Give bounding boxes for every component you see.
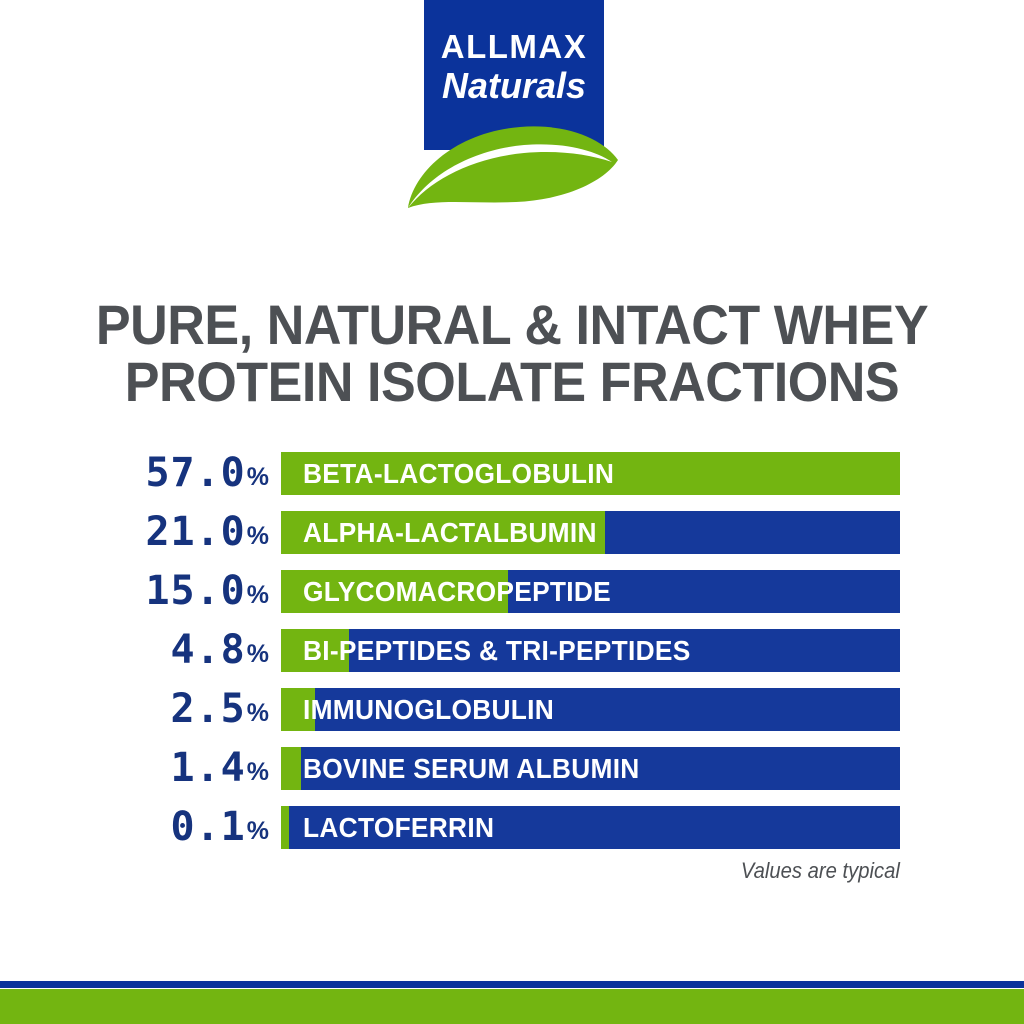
bar-label: LACTOFERRIN <box>303 812 495 843</box>
chart-footnote: Values are typical <box>740 858 900 883</box>
bar-track: ALPHA-LACTALBUMIN <box>281 511 900 554</box>
bar-label: BETA-LACTOGLOBULIN <box>303 458 615 489</box>
percent-digits: 21.0 <box>145 509 246 555</box>
row-percent-value: 1.4% <box>40 745 269 791</box>
chart-row: 2.5% IMMUNOGLOBULIN <box>0 688 1024 746</box>
row-percent-value: 0.1% <box>40 804 269 850</box>
bar-track: BI-PEPTIDES & TRI-PEPTIDES <box>281 629 900 672</box>
percent-digits: 1.4 <box>170 745 246 791</box>
leaf-icon <box>398 118 626 210</box>
fractions-bar-chart: 57.0% BETA-LACTOGLOBULIN 21.0% ALPHA-LAC… <box>0 452 1024 865</box>
page-title: PURE, NATURAL & INTACT WHEY PROTEIN ISOL… <box>95 292 929 414</box>
percent-sign: % <box>246 581 269 609</box>
bar-label: BI-PEPTIDES & TRI-PEPTIDES <box>303 635 691 666</box>
bar-track: BOVINE SERUM ALBUMIN <box>281 747 900 790</box>
chart-row: 0.1% LACTOFERRIN <box>0 806 1024 864</box>
bar-fill <box>281 688 316 731</box>
chart-row: 1.4% BOVINE SERUM ALBUMIN <box>0 747 1024 805</box>
bar-track: GLYCOMACROPEPTIDE <box>281 570 900 613</box>
bar-fill <box>281 806 290 849</box>
percent-digits: 57.0 <box>145 450 246 496</box>
bar-label: IMMUNOGLOBULIN <box>303 694 555 725</box>
row-percent-value: 15.0% <box>40 568 269 614</box>
percent-sign: % <box>246 817 269 845</box>
bar-label: GLYCOMACROPEPTIDE <box>303 576 612 607</box>
percent-digits: 2.5 <box>170 686 246 732</box>
row-percent-value: 2.5% <box>40 686 269 732</box>
row-percent-value: 4.8% <box>40 627 269 673</box>
chart-row: 57.0% BETA-LACTOGLOBULIN <box>0 452 1024 510</box>
percent-sign: % <box>246 640 269 668</box>
bar-fill <box>281 747 301 790</box>
bar-label: BOVINE SERUM ALBUMIN <box>303 753 640 784</box>
brand-sub-wordmark: Naturals <box>441 65 587 106</box>
row-percent-value: 21.0% <box>40 509 269 555</box>
bar-fill <box>281 452 900 495</box>
percent-digits: 15.0 <box>145 568 246 614</box>
percent-digits: 4.8 <box>170 627 246 673</box>
footer-blue-stripe <box>0 981 1024 988</box>
percent-digits: 0.1 <box>170 804 246 850</box>
row-percent-value: 57.0% <box>40 450 269 496</box>
bar-fill <box>281 511 605 554</box>
bar-track: LACTOFERRIN <box>281 806 900 849</box>
bar-track: BETA-LACTOGLOBULIN <box>281 452 900 495</box>
bar-fill <box>281 629 350 672</box>
brand-wordmark: ALLMAX <box>440 28 588 65</box>
percent-sign: % <box>246 758 269 786</box>
bar-label: ALPHA-LACTALBUMIN <box>303 517 597 548</box>
footer-green-band <box>0 989 1024 1024</box>
bar-track: IMMUNOGLOBULIN <box>281 688 900 731</box>
chart-row: 4.8% BI-PEPTIDES & TRI-PEPTIDES <box>0 629 1024 687</box>
percent-sign: % <box>246 463 269 491</box>
percent-sign: % <box>246 522 269 550</box>
percent-sign: % <box>246 699 269 727</box>
brand-logo-banner: ALLMAX Naturals <box>424 0 604 150</box>
chart-row: 15.0% GLYCOMACROPEPTIDE <box>0 570 1024 628</box>
bar-fill <box>281 570 509 613</box>
chart-row: 21.0% ALPHA-LACTALBUMIN <box>0 511 1024 569</box>
